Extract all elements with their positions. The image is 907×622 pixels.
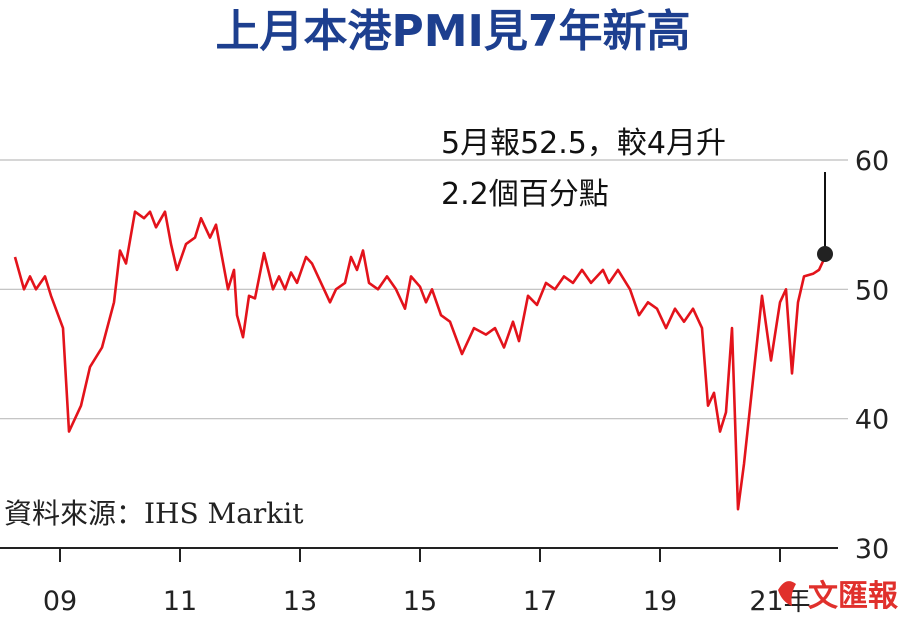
- y-tick-label: 60: [855, 146, 889, 177]
- gridlines: [0, 159, 848, 549]
- y-tick-label: 50: [855, 275, 889, 306]
- y-tick-label: 30: [855, 534, 889, 565]
- watermark-flame-icon: [778, 581, 796, 606]
- annotation-line-2: 2.2個百分點: [441, 177, 609, 212]
- x-axis: 09 11 13 15 17 19 21年: [43, 548, 811, 617]
- x-tick-label: 19: [643, 586, 677, 617]
- watermark-text: 文匯報: [808, 579, 899, 614]
- source-note: 資料來源：IHS Markit: [4, 497, 304, 530]
- annotation-line-1: 5月報52.5，較4月升: [441, 126, 726, 161]
- y-axis-ticks: 30 40 50 60: [855, 146, 889, 565]
- highlight-point: [817, 246, 833, 262]
- pmi-line: [13, 210, 827, 511]
- x-tick-label: 17: [523, 586, 557, 617]
- x-tick-label: 15: [403, 586, 437, 617]
- x-tick-label: 11: [163, 586, 197, 617]
- x-tick-label: 13: [283, 586, 317, 617]
- x-tick-label: 09: [43, 586, 77, 617]
- chart-title: 上月本港PMI見7年新高: [215, 6, 690, 57]
- watermark-logo: 文匯報: [778, 579, 899, 614]
- y-tick-label: 40: [855, 405, 889, 436]
